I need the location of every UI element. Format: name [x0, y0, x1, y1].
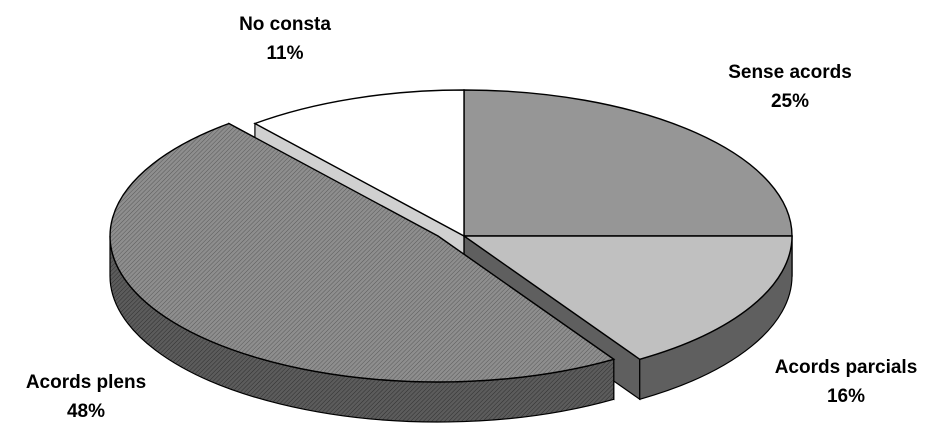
- label-sense-acords-name: Sense acords: [728, 62, 852, 83]
- slice-no-consta: [253, 89, 465, 238]
- pie-slices: [109, 89, 793, 383]
- slice-label-no-consta: No consta 11%: [239, 14, 331, 64]
- label-sense-acords-percent: 25%: [771, 91, 809, 112]
- slice-acords-parcials: [461, 235, 793, 361]
- label-acords-parcials-name: Acords parcials: [775, 357, 918, 378]
- slice-label-acords-plens: Acords plens 48%: [26, 372, 146, 422]
- slice-label-acords-parcials: Acords parcials 16%: [775, 357, 918, 407]
- label-acords-plens-name: Acords plens: [26, 372, 146, 393]
- label-no-consta-name: No consta: [239, 14, 331, 35]
- label-acords-plens-percent: 48%: [67, 401, 105, 422]
- slice-acords-plens: [109, 122, 616, 383]
- label-acords-parcials-percent: 16%: [827, 386, 865, 407]
- slice-label-sense-acords: Sense acords 25%: [728, 62, 852, 112]
- label-no-consta-percent: 11%: [267, 43, 304, 64]
- slice-sense-acords: [463, 89, 793, 237]
